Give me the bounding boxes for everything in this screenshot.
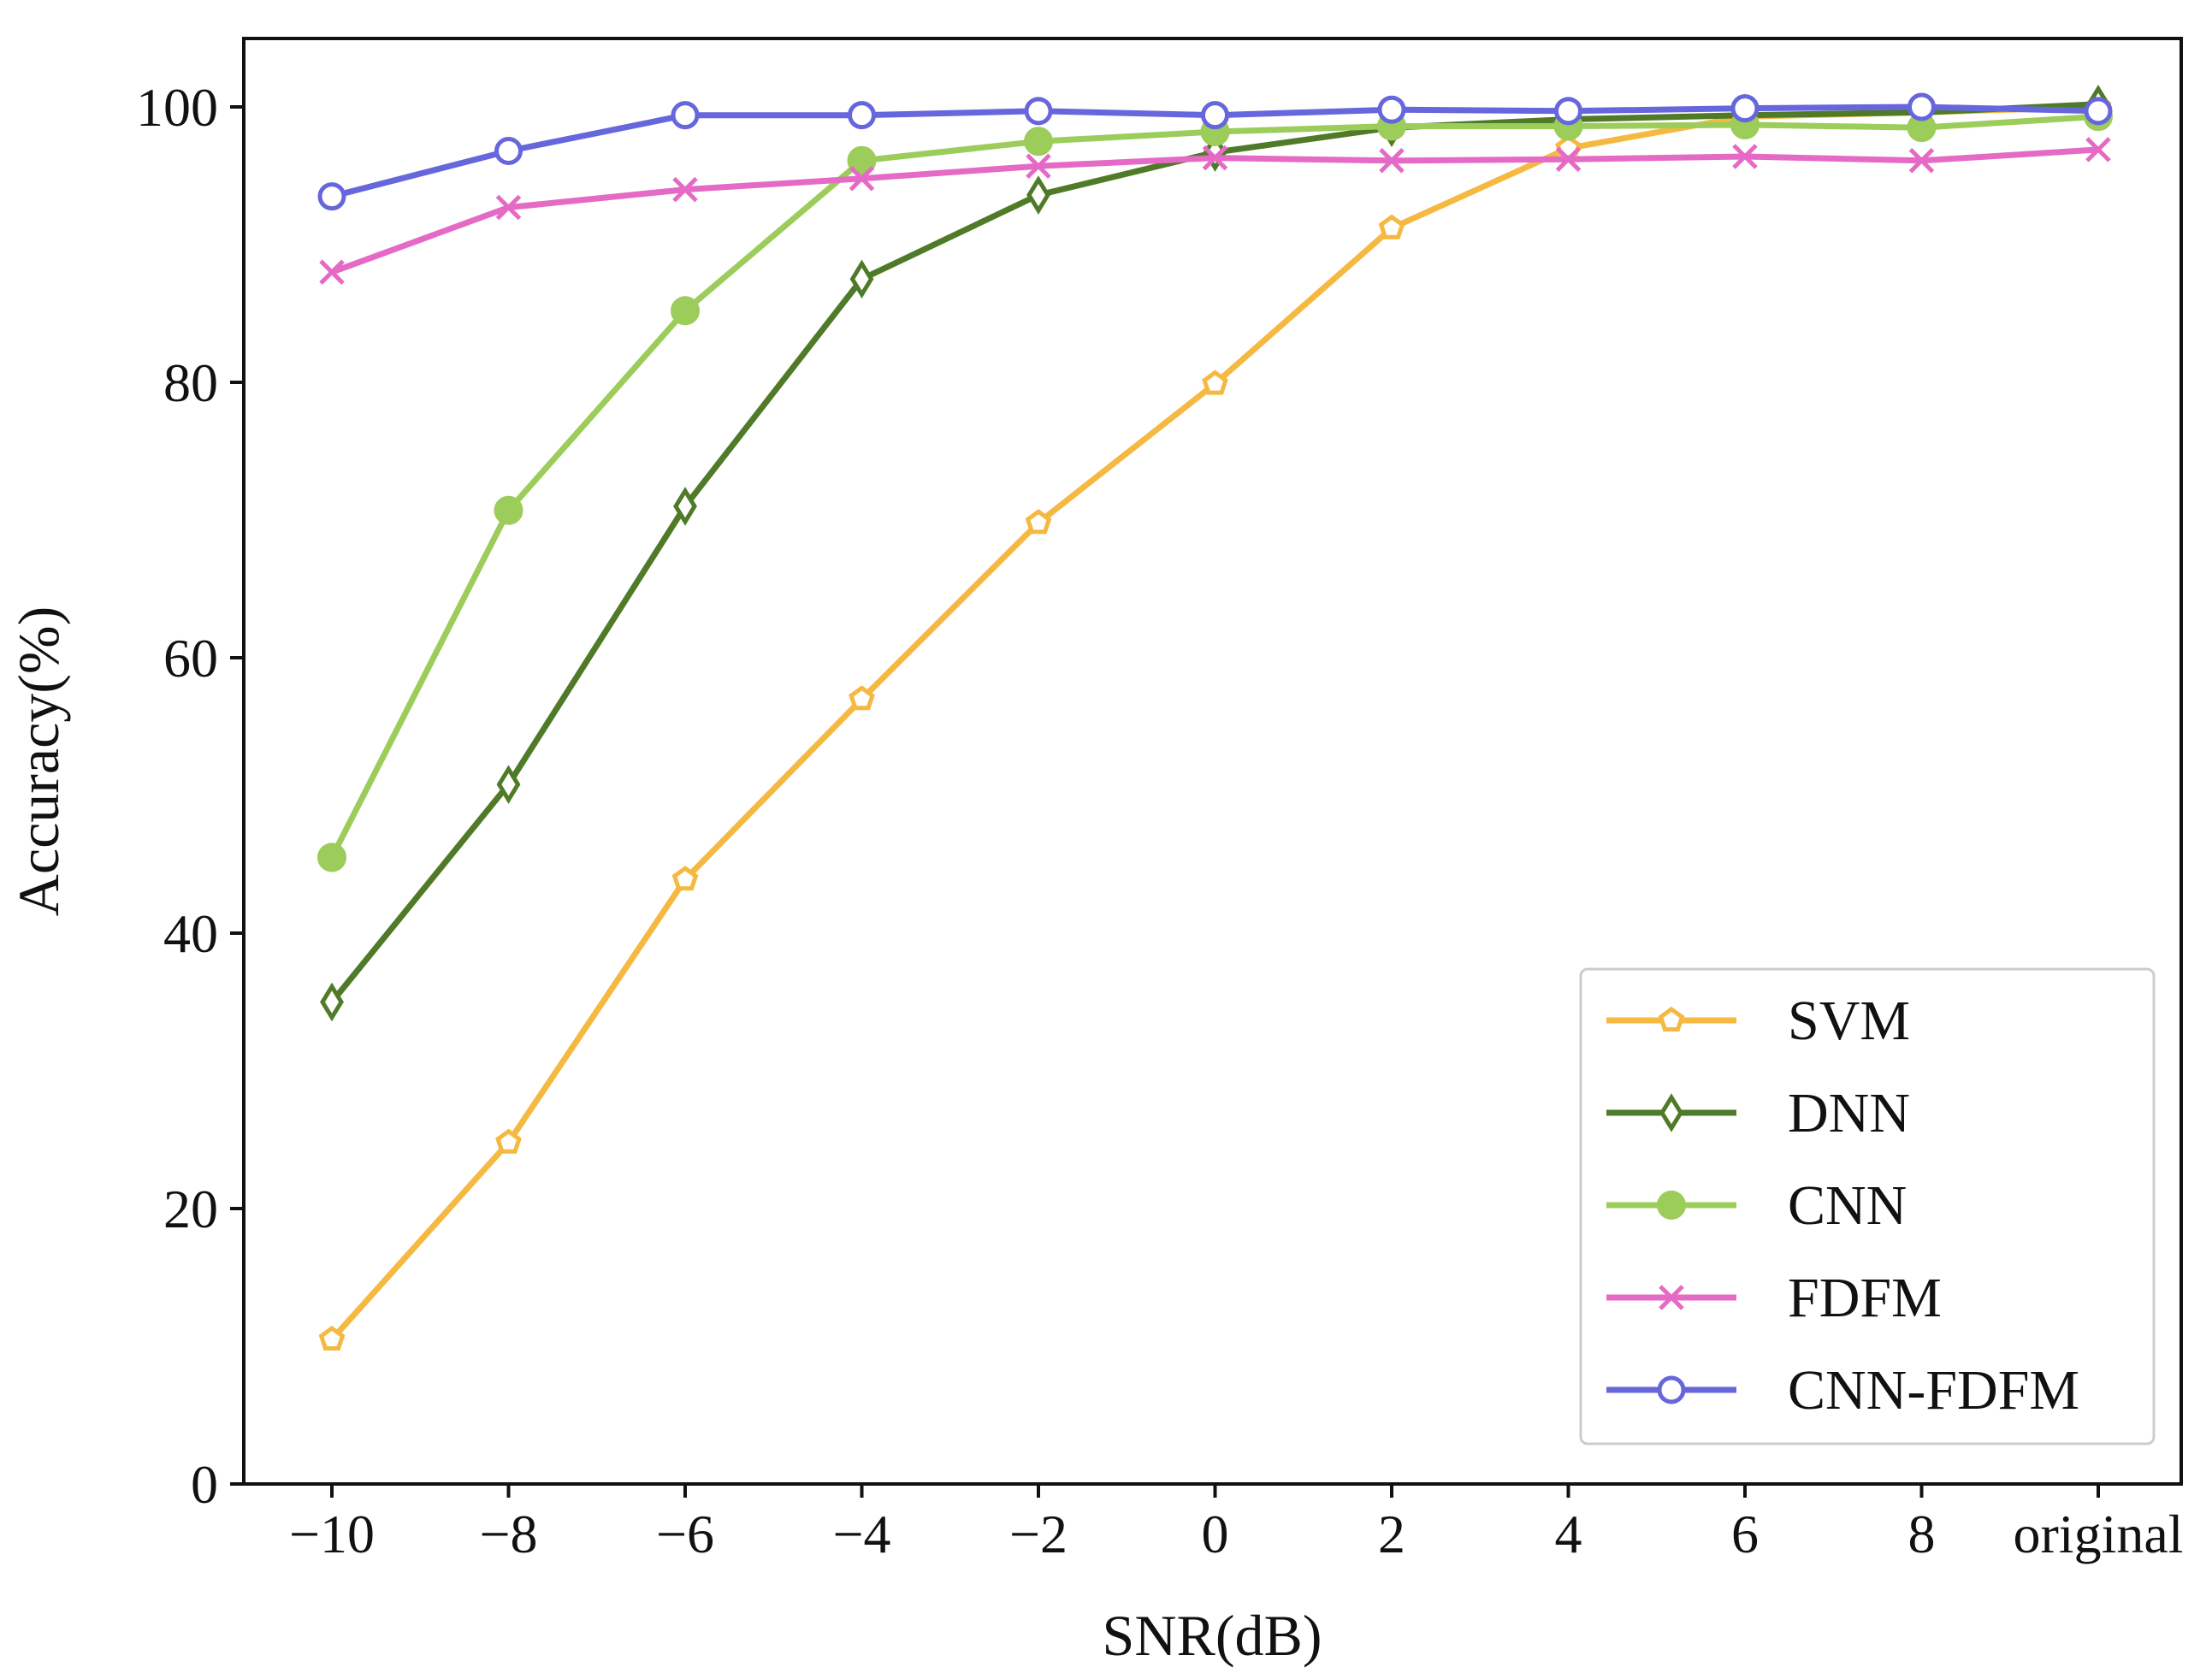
data-point xyxy=(1202,369,1228,395)
legend-marker xyxy=(1659,1093,1683,1132)
data-point xyxy=(496,765,521,804)
data-point xyxy=(1026,153,1051,179)
axis-ticks: −10 −8 −6 −4 −2 0 2 4 6 8 original 0 20 40 60 80 100 xyxy=(136,77,2184,1564)
series-line xyxy=(329,101,2099,1004)
data-point xyxy=(849,165,875,192)
data-point xyxy=(848,101,876,130)
y-tick-label: 60 xyxy=(163,628,218,689)
data-point xyxy=(2085,137,2111,163)
series-dnn xyxy=(320,84,2110,1022)
legend-label: CNN xyxy=(1788,1174,1907,1237)
series-line xyxy=(328,113,2099,859)
x-tick-label: −10 xyxy=(289,1504,375,1564)
x-tick-label: 4 xyxy=(1555,1504,1582,1564)
data-point xyxy=(671,101,700,130)
legend-item: FDFM xyxy=(1606,1267,1942,1329)
y-tick-label: 100 xyxy=(136,77,218,138)
data-point xyxy=(495,1128,522,1154)
data-point xyxy=(320,982,344,1022)
data-point xyxy=(1201,101,1229,130)
data-point xyxy=(1379,148,1405,174)
plot-area xyxy=(317,84,2113,1351)
data-point xyxy=(671,296,700,326)
legend-item: CNN xyxy=(1606,1174,1907,1237)
data-point xyxy=(847,145,877,175)
data-point xyxy=(1024,97,1053,126)
x-tick-label: 2 xyxy=(1378,1504,1405,1564)
legend-label: CNN-FDFM xyxy=(1788,1359,2079,1422)
y-tick-label: 20 xyxy=(163,1179,218,1239)
x-tick-label: −8 xyxy=(479,1504,537,1564)
x-tick-label: 0 xyxy=(1202,1504,1229,1564)
data-point xyxy=(1202,145,1228,171)
x-tick-label: −2 xyxy=(1009,1504,1068,1564)
data-point xyxy=(1730,94,1760,123)
plot-frame xyxy=(242,37,2183,1486)
data-point xyxy=(1732,144,1758,169)
legend-marker xyxy=(1658,1006,1685,1032)
x-tick-label: 6 xyxy=(1731,1504,1759,1564)
data-point xyxy=(849,259,874,299)
data-point xyxy=(317,842,346,872)
data-point xyxy=(1554,97,1582,126)
legend-marker xyxy=(1659,1285,1684,1310)
data-point xyxy=(2084,97,2113,126)
data-point xyxy=(317,182,346,211)
y-tick-label: 40 xyxy=(163,903,218,964)
legend-item: DNN xyxy=(1606,1082,1910,1144)
data-point xyxy=(1555,146,1582,172)
data-point xyxy=(1378,214,1405,239)
legend-item: CNN-FDFM xyxy=(1606,1359,2079,1422)
legend-box xyxy=(1579,967,2156,1445)
series-fdfm xyxy=(319,137,2111,285)
series-cnn-fdfm xyxy=(317,92,2113,211)
data-point xyxy=(1026,175,1050,215)
y-tick-label: 80 xyxy=(163,352,218,413)
legend-marker xyxy=(1657,1191,1686,1220)
data-point xyxy=(1907,92,1936,121)
x-tick-label: −4 xyxy=(832,1504,890,1564)
legend-label: DNN xyxy=(1788,1082,1910,1144)
data-point xyxy=(494,495,523,525)
y-axis-label: Accuracy(%) xyxy=(6,606,71,916)
data-point xyxy=(494,137,523,166)
data-point xyxy=(318,1325,346,1351)
legend-item: SVM xyxy=(1606,990,1910,1052)
legend-label: SVM xyxy=(1788,990,1910,1052)
data-point xyxy=(1908,148,1935,174)
legend: SVM DNN CNN FDFM CNN-FDFM xyxy=(1579,967,2156,1445)
x-tick-label: 8 xyxy=(1908,1504,1936,1564)
data-point xyxy=(1024,127,1053,157)
legend-marker xyxy=(1657,1375,1686,1404)
x-axis-label: SNR(dB) xyxy=(1103,1603,1322,1668)
data-point xyxy=(319,259,345,285)
data-point xyxy=(672,176,698,203)
series-cnn xyxy=(317,102,2113,872)
data-point xyxy=(495,194,522,221)
data-point xyxy=(1025,509,1052,535)
x-tick-label: −6 xyxy=(656,1504,714,1564)
data-point xyxy=(1377,95,1406,124)
legend-label: FDFM xyxy=(1788,1267,1942,1329)
x-tick-label: original xyxy=(2013,1504,2183,1564)
data-point xyxy=(849,685,875,711)
data-point xyxy=(673,487,697,526)
data-point xyxy=(671,866,699,891)
y-tick-label: 0 xyxy=(191,1454,218,1515)
